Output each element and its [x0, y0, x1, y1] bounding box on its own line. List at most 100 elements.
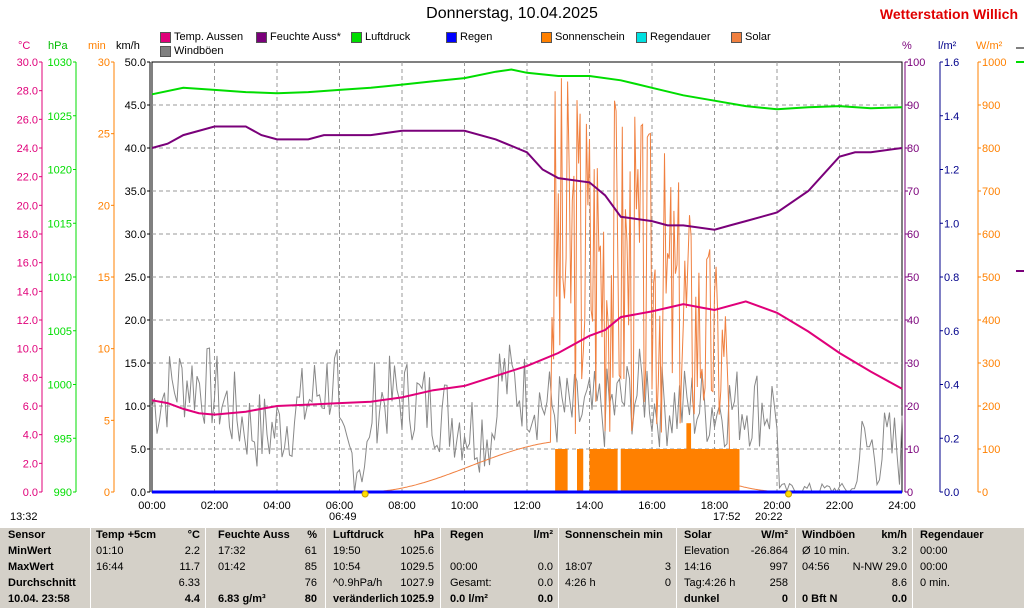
x-tick-label: 14:00 — [576, 500, 604, 510]
table-cell: 0 min. — [920, 577, 950, 589]
station-name: Wetterstation Willich — [879, 6, 1018, 22]
table-cell: 85 — [304, 561, 317, 573]
y-tick-label-min: 15 — [98, 272, 110, 284]
legend-wind-gusts: Windböen — [160, 45, 224, 57]
table-cell: Luftdruck — [333, 529, 384, 541]
sunshine-bar — [589, 449, 618, 492]
time-markers: 13:32 06:49 17:52 20:22 — [0, 508, 1024, 526]
table-cell: 0.0 l/m² — [450, 593, 488, 605]
y-tick-label-press: 1000 — [48, 380, 72, 392]
table-cell: -26.864 — [750, 545, 788, 557]
legend-label: Regen — [460, 31, 493, 43]
unit-pressure: hPa — [48, 40, 68, 52]
sunshine-bar — [555, 449, 568, 492]
y-tick-label-solar: 900 — [982, 100, 1000, 112]
marker-sun-a: 17:52 — [713, 511, 741, 523]
y-tick-label-wind: 5.0 — [131, 444, 146, 456]
table-row: Durchschnitt 6.33 76 ^0.9hPa/h 1027.9 Gesamt:… — [0, 576, 1024, 592]
table-separator — [795, 528, 796, 608]
table-cell: Windböen — [802, 529, 856, 541]
table-cell: 01:10 — [96, 545, 124, 557]
y-tick-label-hum: 70 — [907, 186, 919, 198]
unit-temp: °C — [18, 40, 31, 52]
table-cell: °C — [187, 529, 200, 541]
y-tick-label-press: 1030 — [48, 57, 72, 69]
legend-rain: Regen — [446, 31, 492, 43]
x-tick-label: 00:00 — [138, 500, 166, 510]
x-tick-label: 20:00 — [763, 500, 791, 510]
legend-solar: Solar — [731, 31, 771, 43]
y-tick-label-solar: 200 — [982, 401, 1000, 413]
table-cell: 0.0 — [891, 593, 907, 605]
table-cell: W/m² — [761, 529, 788, 541]
x-tick-label: 06:00 — [326, 500, 354, 510]
y-tick-label-temp: 2.0 — [23, 458, 38, 470]
table-separator — [440, 528, 441, 608]
table-cell: 0 — [664, 577, 671, 589]
x-tick-label: 12:00 — [513, 500, 541, 510]
y-tick-label-hum: 0 — [907, 487, 913, 499]
x-tick-label: 18:00 — [701, 500, 729, 510]
legend-swatch — [446, 31, 457, 43]
table-cell: Sonnenschein min — [565, 529, 663, 541]
y-tick-label-rain: 0.0 — [944, 487, 959, 499]
table-cell: % — [307, 529, 317, 541]
y-tick-label-press: 1025 — [48, 111, 72, 123]
table-cell: 10:54 — [333, 561, 361, 573]
unit-humidity: % — [902, 40, 912, 52]
table-cell: 0 Bft N — [802, 593, 838, 605]
summary-table: Sensor Temp +5cm °C Feuchte Auss% Luftdruck h… — [0, 528, 1024, 608]
x-tick-label: 24:00 — [888, 500, 916, 510]
table-cell: 997 — [769, 561, 788, 573]
table-cell: Durchschnitt — [8, 577, 76, 589]
y-tick-label-min: 0 — [104, 487, 110, 499]
y-tick-label-solar: 600 — [982, 229, 1000, 241]
legend-swatch — [256, 31, 267, 43]
y-tick-label-min: 30 — [98, 57, 110, 69]
table-cell: 00:00 — [920, 545, 948, 557]
table-cell: 0.0 — [537, 561, 553, 573]
table-cell: 3.2 — [891, 545, 907, 557]
y-tick-label-solar: 1000 — [982, 57, 1006, 69]
legend-pressure: Luftdruck — [351, 31, 410, 43]
y-tick-label-rain: 0.6 — [944, 326, 959, 338]
unit-wind: km/h — [116, 40, 140, 52]
x-tick-label: 08:00 — [388, 500, 416, 510]
table-separator — [558, 528, 559, 608]
y-tick-label-press: 1010 — [48, 272, 72, 284]
table-cell: Sensor — [8, 529, 46, 541]
table-separator — [325, 528, 326, 608]
table-cell: Regen — [450, 529, 484, 541]
table-separator — [676, 528, 677, 608]
table-cell: 0.0 — [537, 593, 553, 605]
table-cell: 04:56 — [802, 561, 830, 573]
legend-swatch — [636, 31, 647, 43]
table-cell: Elevation — [684, 545, 730, 557]
x-tick-label: 22:00 — [826, 500, 854, 510]
y-tick-label-temp: 22.0 — [17, 172, 38, 184]
y-tick-label-wind: 50.0 — [125, 57, 146, 69]
y-tick-label-wind: 0.0 — [131, 487, 146, 499]
y-tick-label-temp: 14.0 — [17, 286, 38, 298]
y-tick-label-temp: 30.0 — [17, 57, 38, 69]
chart-marks — [151, 47, 1024, 498]
y-tick-label-temp: 24.0 — [17, 143, 38, 155]
table-separator — [912, 528, 913, 608]
table-cell: veränderlich — [333, 593, 399, 605]
legend-label: Luftdruck — [365, 31, 411, 43]
table-cell: MaxWert — [8, 561, 54, 573]
table-cell: 0 — [781, 593, 788, 605]
y-tick-label-press: 1015 — [48, 218, 72, 230]
sun-sunrise-marker — [361, 490, 369, 498]
legend-label: Feuchte Auss* — [270, 31, 341, 43]
y-tick-label-rain: 1.4 — [944, 111, 959, 123]
table-cell: 11.7 — [179, 561, 200, 573]
y-tick-label-press: 990 — [54, 487, 72, 499]
table-cell: 14:16 — [684, 561, 712, 573]
table-cell: Tag:4:26 h — [684, 577, 736, 589]
y-tick-label-rain: 1.6 — [944, 57, 959, 69]
y-tick-label-solar: 700 — [982, 186, 1000, 198]
table-cell: 3 — [664, 561, 671, 573]
y-tick-label-temp: 8.0 — [23, 372, 38, 384]
axes: 00:00 02:00 04:00 06:00 08:00 10:00 12:00 14:00… — [17, 57, 1007, 510]
